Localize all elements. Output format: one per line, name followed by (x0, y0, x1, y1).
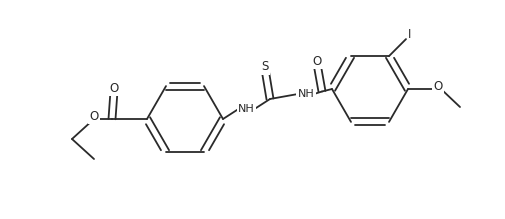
Text: NH: NH (297, 89, 315, 99)
Text: S: S (261, 60, 269, 74)
Text: NH: NH (238, 104, 255, 114)
Text: I: I (409, 28, 412, 41)
Text: O: O (313, 55, 322, 68)
Text: O: O (110, 81, 119, 95)
Text: O: O (433, 79, 442, 92)
Text: O: O (89, 110, 98, 122)
